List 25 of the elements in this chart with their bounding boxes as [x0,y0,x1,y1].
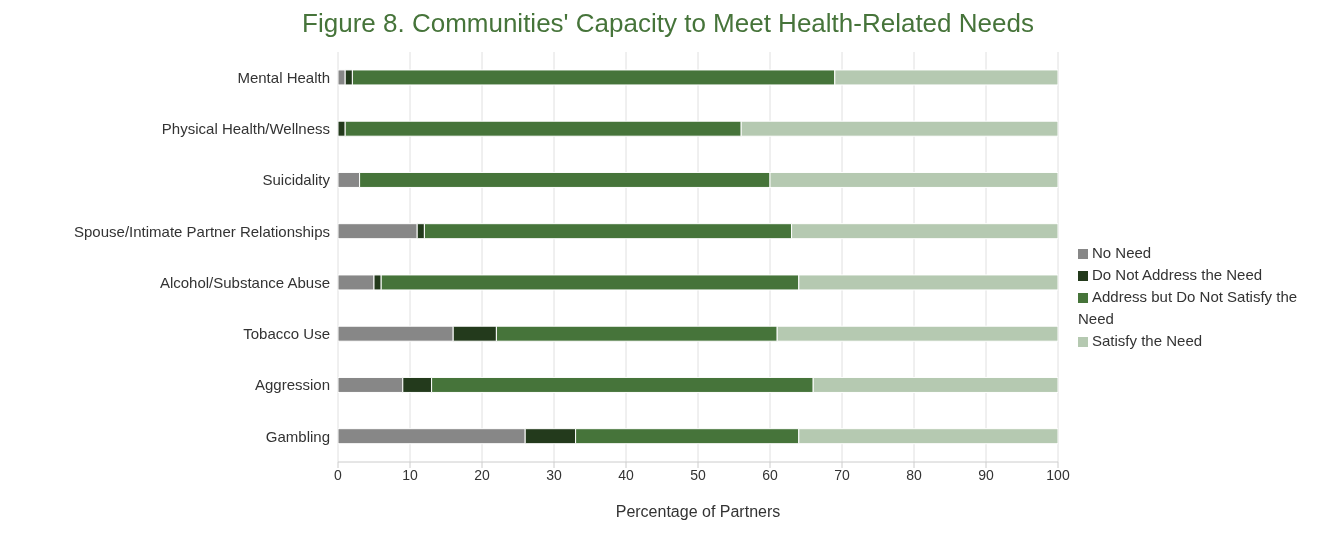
x-tick-label: 80 [906,466,922,483]
x-tick-label: 100 [1046,466,1070,483]
x-tick-label: 90 [978,466,994,483]
y-tick-label: Tobacco Use [243,325,330,343]
legend-label: Satisfy the Need [1092,332,1203,349]
legend-label: Do Not Address the Need [1092,266,1263,283]
y-tick-label: Mental Health [237,68,330,86]
y-tick-label: Gambling [265,427,330,445]
x-axis-title: Percentage of Partners [615,503,781,520]
y-tick-label: Suicidality [262,171,331,189]
chart-title: Figure 8. Communities' Capacity to Meet Health-Related Needs [301,8,1035,40]
legend-label: No Need [1092,244,1152,261]
x-tick-label: 30 [546,466,562,483]
x-tick-label: 70 [834,466,850,483]
legend-label: Address but Do Not Satisfy the Need [1078,288,1298,327]
x-tick-label: 40 [618,466,634,483]
x-tick-label: 10 [402,466,418,483]
y-tick-label: Aggression [254,376,330,394]
y-tick-label: Physical Health/Wellness [161,120,330,138]
x-tick-label: 60 [762,466,778,483]
y-tick-label: Alcohol/Substance Abuse [159,273,330,291]
x-tick-label: 50 [690,466,706,483]
x-tick-label: 0 [334,466,343,483]
y-tick-label: Spouse/Intimate Partner Relationships [74,222,330,240]
x-tick-label: 20 [474,466,490,483]
